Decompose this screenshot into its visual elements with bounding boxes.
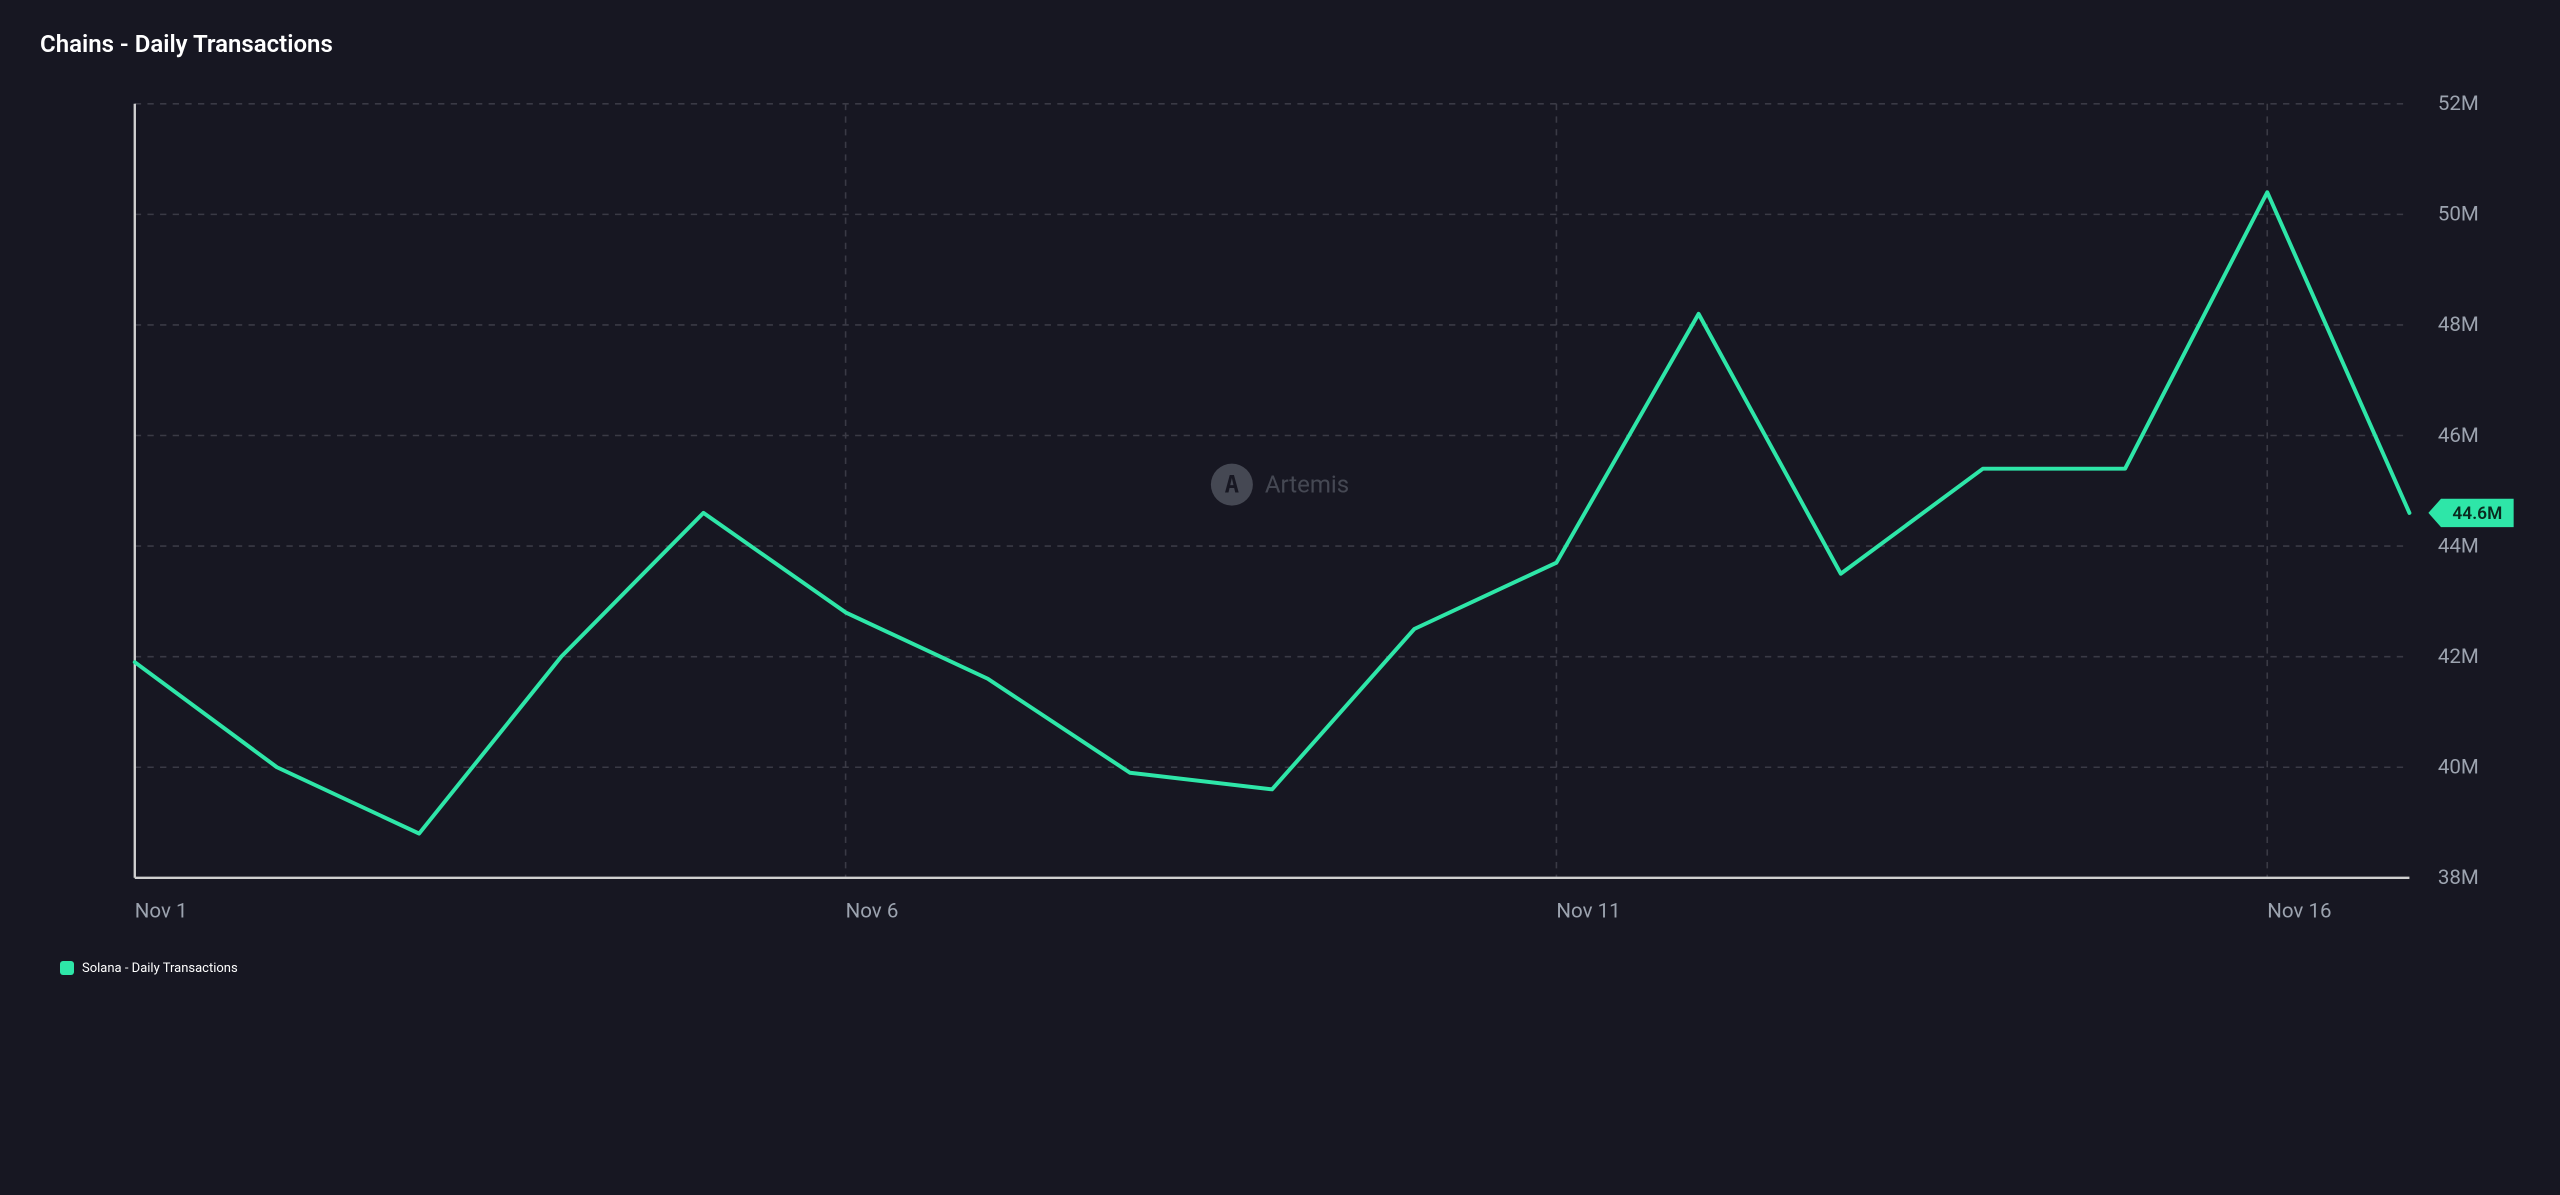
line-chart: 38M 40M 42M 44M 46M 48M 50M 52M Nov 1 Nov 6 Nov 11… [40,88,2520,941]
legend: Solana - Daily Transactions [60,961,2520,976]
svg-text:44M: 44M [2438,534,2479,558]
legend-swatch [60,961,74,975]
svg-text:42M: 42M [2438,645,2479,669]
svg-text:52M: 52M [2438,92,2479,116]
chart-area: 38M 40M 42M 44M 46M 48M 50M 52M Nov 1 Nov 6 Nov 11… [40,88,2520,941]
chart-title: Chains - Daily Transactions [40,30,2520,58]
svg-text:48M: 48M [2438,313,2479,337]
svg-text:Nov 1: Nov 1 [135,899,188,923]
svg-text:Nov 16: Nov 16 [2267,899,2331,923]
svg-text:Nov 6: Nov 6 [846,899,899,923]
svg-text:38M: 38M [2438,866,2479,890]
svg-text:46M: 46M [2438,424,2479,448]
svg-text:Nov 11: Nov 11 [1556,899,1620,923]
chart-container: Chains - Daily Transactions 38M 40M 42M 44M… [40,30,2520,976]
svg-text:40M: 40M [2438,756,2479,780]
legend-label: Solana - Daily Transactions [82,961,238,976]
svg-text:44.6M: 44.6M [2452,504,2502,524]
svg-text:50M: 50M [2438,203,2479,227]
